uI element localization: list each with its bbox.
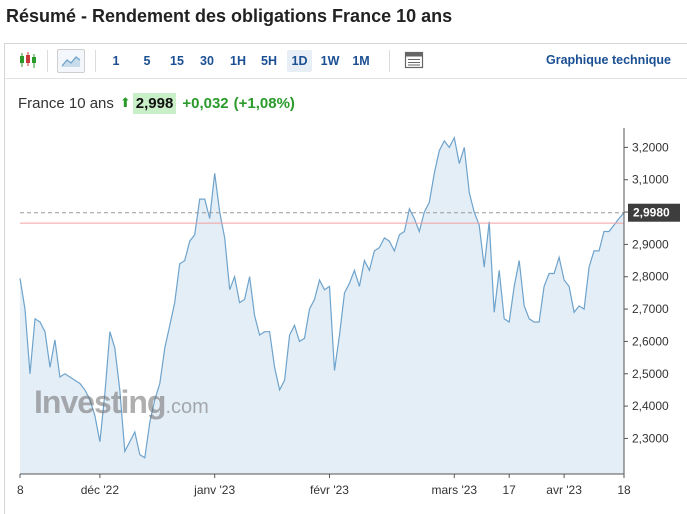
last-price: 2,998 bbox=[132, 92, 177, 114]
price-change: +0,032 bbox=[182, 94, 229, 112]
x-tick-label: 18 bbox=[617, 483, 631, 497]
interval-5[interactable]: 5 bbox=[143, 54, 151, 68]
interval-1m[interactable]: 1M bbox=[352, 54, 370, 68]
last-value-label: 2,9980 bbox=[633, 206, 670, 220]
chart-frame bbox=[4, 43, 687, 514]
interval-30[interactable]: 30 bbox=[200, 54, 214, 68]
interval-1w[interactable]: 1W bbox=[320, 54, 340, 68]
y-tick-label: 2,8000 bbox=[632, 270, 669, 284]
interval-5h[interactable]: 5H bbox=[261, 54, 277, 68]
area-chart-icon[interactable] bbox=[57, 49, 85, 73]
price-change-percent: (+1,08%) bbox=[233, 94, 295, 112]
candlestick-icon[interactable] bbox=[15, 49, 41, 71]
watermark-brand: Investing bbox=[34, 384, 166, 420]
y-tick-label: 2,6000 bbox=[632, 334, 669, 348]
interval-1d[interactable]: 1D bbox=[287, 50, 312, 72]
interval-15[interactable]: 15 bbox=[170, 54, 184, 68]
x-tick-label: 8 bbox=[17, 483, 24, 497]
watermark-domain: .com bbox=[165, 396, 209, 418]
chart-toolbar: 1 5 15 30 1H 5H 1D 1W 1M Graphique techn… bbox=[5, 44, 687, 79]
yield-series-line bbox=[19, 135, 625, 459]
y-tick-label: 2,3000 bbox=[632, 431, 669, 445]
interval-1h[interactable]: 1H bbox=[230, 54, 246, 68]
x-tick-label: mars '23 bbox=[431, 483, 477, 497]
technical-chart-link[interactable]: Graphique technique bbox=[546, 53, 672, 67]
interval-1[interactable]: 1 bbox=[112, 54, 120, 68]
y-tick-label: 2,4000 bbox=[632, 399, 669, 413]
x-tick-label: janv '23 bbox=[193, 483, 235, 497]
x-tick-label: 17 bbox=[503, 483, 517, 497]
x-tick-label: févr '23 bbox=[310, 483, 349, 497]
yield-area-fill bbox=[20, 137, 624, 474]
y-tick-label: 2,9000 bbox=[632, 237, 669, 251]
investing-watermark: Investing.com bbox=[34, 384, 209, 421]
y-tick-label: 2,7000 bbox=[632, 302, 669, 316]
last-value-box bbox=[628, 203, 680, 222]
x-tick-label: avr '23 bbox=[546, 483, 582, 497]
page-title: Résumé - Rendement des obligations Franc… bbox=[6, 6, 453, 26]
x-tick-label: déc '22 bbox=[81, 483, 120, 497]
table-icon[interactable] bbox=[401, 49, 427, 71]
up-arrow-icon: ⬆ bbox=[119, 95, 131, 110]
instrument-name: France 10 ans bbox=[18, 94, 114, 112]
y-tick-label: 3,1000 bbox=[632, 173, 669, 187]
y-tick-label: 2,5000 bbox=[632, 367, 669, 381]
quote-bar: France 10 ans ⬆ 2,998 +0,032 (+1,08%) bbox=[18, 91, 295, 115]
y-tick-label: 3,2000 bbox=[632, 140, 669, 154]
